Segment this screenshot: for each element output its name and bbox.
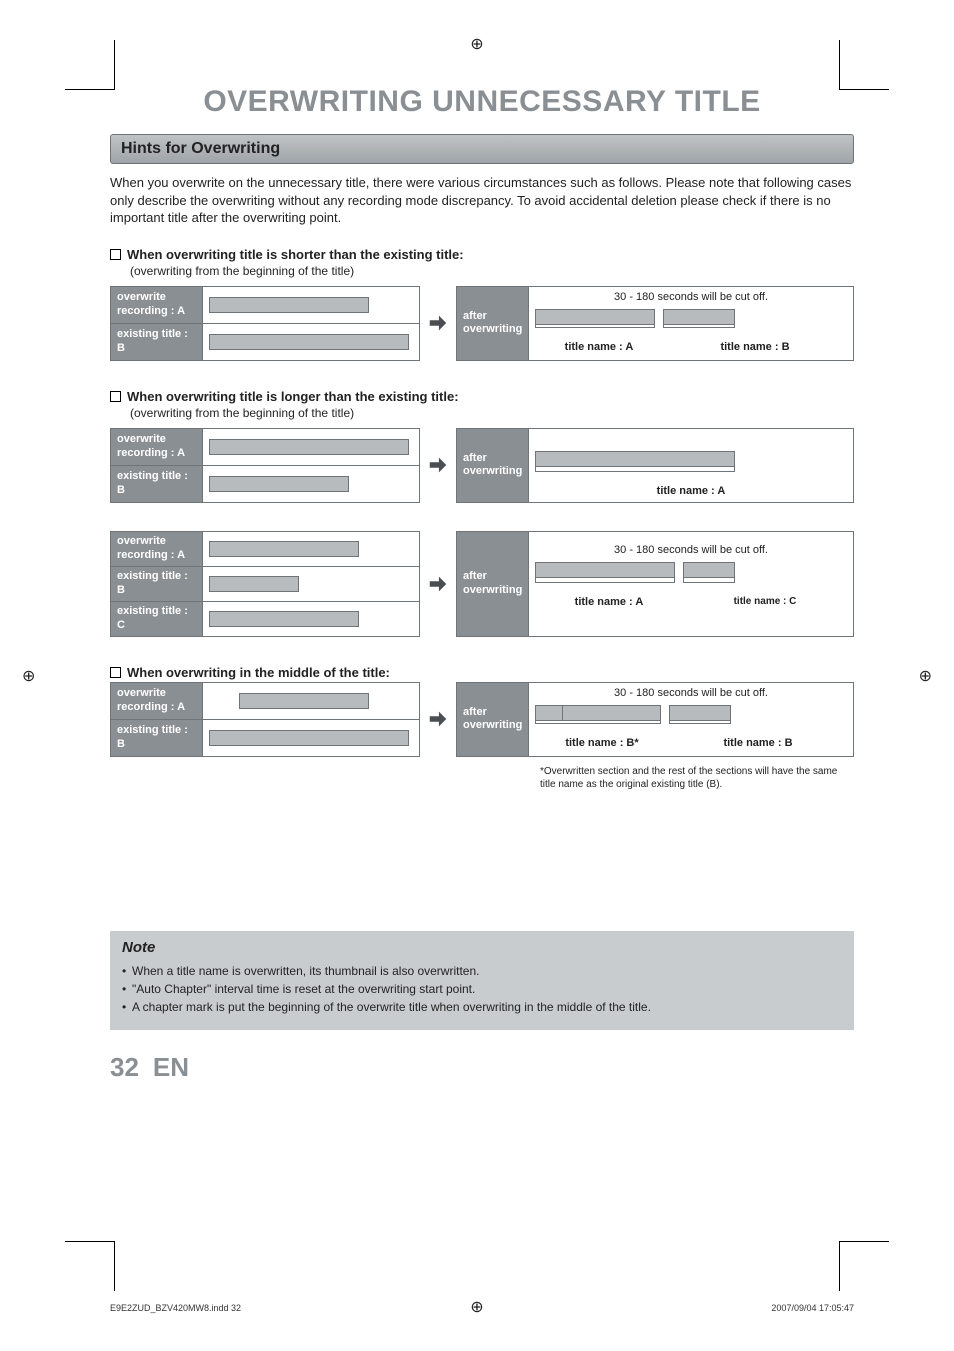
subheading-text: When overwriting in the middle of the ti… — [127, 665, 390, 680]
subheading-middle: When overwriting in the middle of the ti… — [110, 665, 854, 680]
subheading-caption: (overwriting from the beginning of the t… — [130, 264, 854, 278]
title-name-b: title name : B — [669, 737, 847, 749]
content-area: OVERWRITING UNNECESSARY TITLE Hints for … — [0, 0, 954, 1143]
page: ⊕ ⊕ ⊕ ⊕ OVERWRITING UNNECESSARY TITLE Hi… — [0, 0, 954, 1351]
page-number: 32 — [110, 1052, 139, 1083]
section-heading: Hints for Overwriting — [110, 134, 854, 164]
diagram-before: overwrite recording : A existing title :… — [110, 286, 420, 361]
subheading-text: When overwriting title is shorter than t… — [127, 247, 464, 262]
bar-existing-c — [209, 611, 359, 627]
cutoff-text: 30 - 180 seconds will be cut off. — [529, 540, 853, 562]
note-title: Note — [122, 939, 842, 956]
bar-result-a — [535, 451, 735, 467]
label-existing-c: existing title : C — [111, 602, 203, 636]
bar-recording-a — [209, 439, 409, 455]
bar-result-mid — [563, 705, 661, 721]
label-after: after overwriting — [457, 683, 529, 756]
cutoff-text: 30 - 180 seconds will be cut off. — [529, 683, 853, 705]
label-after: after overwriting — [457, 287, 529, 360]
checkbox-icon — [110, 667, 121, 678]
footnote-text: *Overwritten section and the rest of the… — [540, 765, 850, 791]
bar-existing-b — [209, 576, 299, 592]
title-name-a: title name : A — [535, 485, 847, 497]
bar-recording-a — [209, 297, 369, 313]
label-existing-b: existing title : B — [111, 466, 203, 502]
note-item: When a title name is overwritten, its th… — [122, 962, 842, 980]
bar-existing-b — [209, 476, 349, 492]
label-after: after overwriting — [457, 429, 529, 502]
subheading-caption: (overwriting from the beginning of the t… — [130, 406, 854, 420]
page-title: OVERWRITING UNNECESSARY TITLE — [110, 85, 854, 119]
crop-mark — [65, 40, 115, 90]
note-item: "Auto Chapter" interval time is reset at… — [122, 980, 842, 998]
diagram-longer-multi: overwrite recording : A existing title :… — [110, 531, 854, 637]
diagram-after: after overwriting 30 - 180 seconds will … — [456, 286, 854, 361]
label-overwrite: overwrite recording : A — [111, 683, 203, 719]
label-after: after overwriting — [457, 532, 529, 636]
bar-result-c — [683, 562, 735, 578]
checkbox-icon — [110, 391, 121, 402]
diagram-middle: overwrite recording : A existing title :… — [110, 682, 854, 757]
diagram-after: after overwriting title name : A — [456, 428, 854, 503]
subheading-shorter: When overwriting title is shorter than t… — [110, 247, 854, 262]
page-language: EN — [153, 1052, 189, 1083]
arrow-icon — [420, 286, 456, 361]
bar-result-a — [535, 562, 675, 578]
arrow-icon — [420, 682, 456, 757]
registration-mark-icon: ⊕ — [470, 34, 483, 54]
label-overwrite: overwrite recording : A — [111, 287, 203, 323]
label-existing-b: existing title : B — [111, 720, 203, 756]
arrow-icon — [420, 531, 456, 637]
page-footer: 32 EN — [110, 1052, 854, 1083]
intro-text: When you overwrite on the unnecessary ti… — [110, 174, 854, 227]
bar-recording-a — [209, 541, 359, 557]
label-overwrite: overwrite recording : A — [111, 532, 203, 566]
bar-result-b — [663, 309, 735, 325]
crop-mark — [839, 40, 889, 90]
crop-mark — [839, 1241, 889, 1291]
label-existing-b: existing title : B — [111, 324, 203, 360]
diagram-before: overwrite recording : A existing title :… — [110, 682, 420, 757]
subheading-longer: When overwriting title is longer than th… — [110, 389, 854, 404]
label-overwrite: overwrite recording : A — [111, 429, 203, 465]
registration-mark-icon: ⊕ — [22, 666, 35, 686]
title-name-a: title name : A — [535, 341, 663, 353]
note-item: A chapter mark is put the beginning of t… — [122, 998, 842, 1016]
bar-result-pre — [535, 705, 563, 721]
cutoff-text: 30 - 180 seconds will be cut off. — [529, 287, 853, 309]
note-box: Note When a title name is overwritten, i… — [110, 931, 854, 1030]
arrow-icon — [420, 428, 456, 503]
title-name-b: title name : B — [663, 341, 847, 353]
diagram-longer-single: overwrite recording : A existing title :… — [110, 428, 854, 503]
label-existing-b: existing title : B — [111, 567, 203, 601]
bar-result-a — [535, 309, 655, 325]
imprint-timestamp: 2007/09/04 17:05:47 — [771, 1303, 854, 1313]
diagram-after: after overwriting 30 - 180 seconds will … — [456, 682, 854, 757]
bar-result-post — [669, 705, 731, 721]
imprint-filename: E9E2ZUD_BZV420MW8.indd 32 — [110, 1303, 241, 1313]
diagram-before: overwrite recording : A existing title :… — [110, 428, 420, 503]
bar-existing-b — [209, 334, 409, 350]
title-name-a: title name : A — [535, 596, 683, 608]
registration-mark-icon: ⊕ — [919, 666, 932, 686]
bar-recording-a — [239, 693, 369, 709]
registration-mark-icon: ⊕ — [470, 1297, 483, 1317]
title-name-c: title name : C — [683, 596, 847, 608]
diagram-after: after overwriting 30 - 180 seconds will … — [456, 531, 854, 637]
subheading-text: When overwriting title is longer than th… — [127, 389, 459, 404]
diagram-shorter: overwrite recording : A existing title :… — [110, 286, 854, 361]
checkbox-icon — [110, 249, 121, 260]
title-name-bstar: title name : B* — [535, 737, 669, 749]
bar-existing-b — [209, 730, 409, 746]
diagram-before: overwrite recording : A existing title :… — [110, 531, 420, 637]
crop-mark — [65, 1241, 115, 1291]
